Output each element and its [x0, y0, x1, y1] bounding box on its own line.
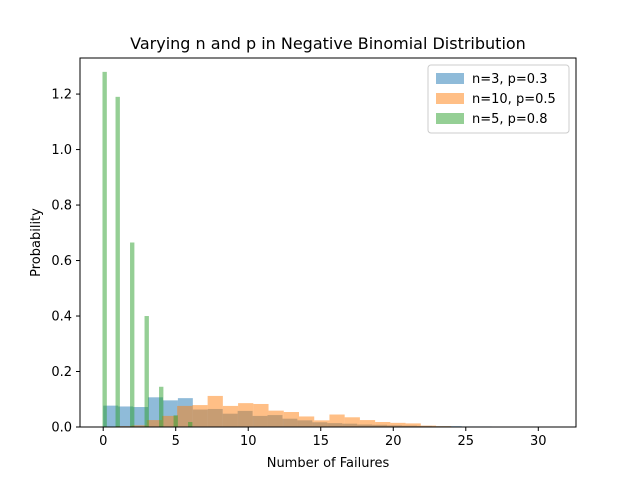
- x-tick-label: 10: [240, 434, 257, 449]
- x-tick-label: 25: [458, 434, 475, 449]
- histogram-bar-series-2-bin-12: [284, 412, 299, 427]
- y-tick-label: 0.4: [51, 310, 72, 325]
- y-tick-label: 0.0: [51, 421, 72, 436]
- histogram-bar-series-3-bin-7: [188, 422, 192, 427]
- histogram-bar-series-2-bin-10: [253, 404, 268, 427]
- histogram-bar-series-2-bin-7: [208, 396, 223, 427]
- x-tick-label: 0: [99, 434, 107, 449]
- histogram-bar-series-3-bin-3: [130, 243, 134, 428]
- histogram-bar-series-2-bin-16: [345, 417, 360, 427]
- histogram-bar-series-2-bin-13: [299, 416, 314, 427]
- histogram-bar-series-2-bin-18: [375, 422, 390, 427]
- y-tick-label: 0.6: [51, 254, 72, 269]
- y-tick-label: 0.8: [51, 199, 72, 214]
- legend-entry-label: n=10, p=0.5: [472, 92, 556, 107]
- y-tick-label: 0.2: [51, 365, 72, 380]
- histogram-bar-series-3-bin-6: [174, 415, 178, 427]
- x-tick-label: 20: [385, 434, 402, 449]
- histogram-bar-series-3-bin-4: [145, 316, 149, 427]
- histogram-bar-series-3-bin-2: [116, 97, 120, 427]
- x-tick-label: 15: [312, 434, 329, 449]
- legend-swatch: [436, 113, 464, 124]
- y-tick-label: 1.2: [51, 88, 72, 103]
- histogram-bar-series-2-bin-8: [223, 406, 238, 427]
- histogram-bar-series-2-bin-19: [390, 423, 405, 427]
- histogram-bar-series-2-bin-14: [314, 420, 329, 427]
- y-axis-label: Probability: [29, 208, 44, 277]
- legend-swatch: [436, 73, 464, 84]
- histogram-bar-series-3-bin-1: [102, 72, 106, 427]
- histogram-bar-series-2-bin-15: [329, 415, 344, 427]
- histogram-bar-series-2-bin-20: [406, 423, 421, 427]
- legend-swatch: [436, 93, 464, 104]
- histogram-bar-series-2-bin-9: [238, 403, 253, 427]
- y-tick-label: 1.0: [51, 143, 72, 158]
- legend: n=3, p=0.3 n=10, p=0.5 n=5, p=0.8: [428, 65, 569, 133]
- x-tick-label: 30: [530, 434, 547, 449]
- histogram-bar-series-2-bin-11: [269, 411, 284, 427]
- x-tick-label: 5: [172, 434, 180, 449]
- chart-title: Varying n and p in Negative Binomial Dis…: [130, 34, 526, 53]
- histogram-bar-series-2-bin-17: [360, 420, 375, 427]
- histogram-bar-series-3-bin-5: [159, 387, 163, 427]
- histogram-bar-series-2-bin-6: [192, 405, 207, 427]
- x-axis-label: Number of Failures: [267, 456, 390, 471]
- legend-entry-label: n=5, p=0.8: [472, 112, 548, 127]
- legend-entry-label: n=3, p=0.3: [472, 72, 548, 87]
